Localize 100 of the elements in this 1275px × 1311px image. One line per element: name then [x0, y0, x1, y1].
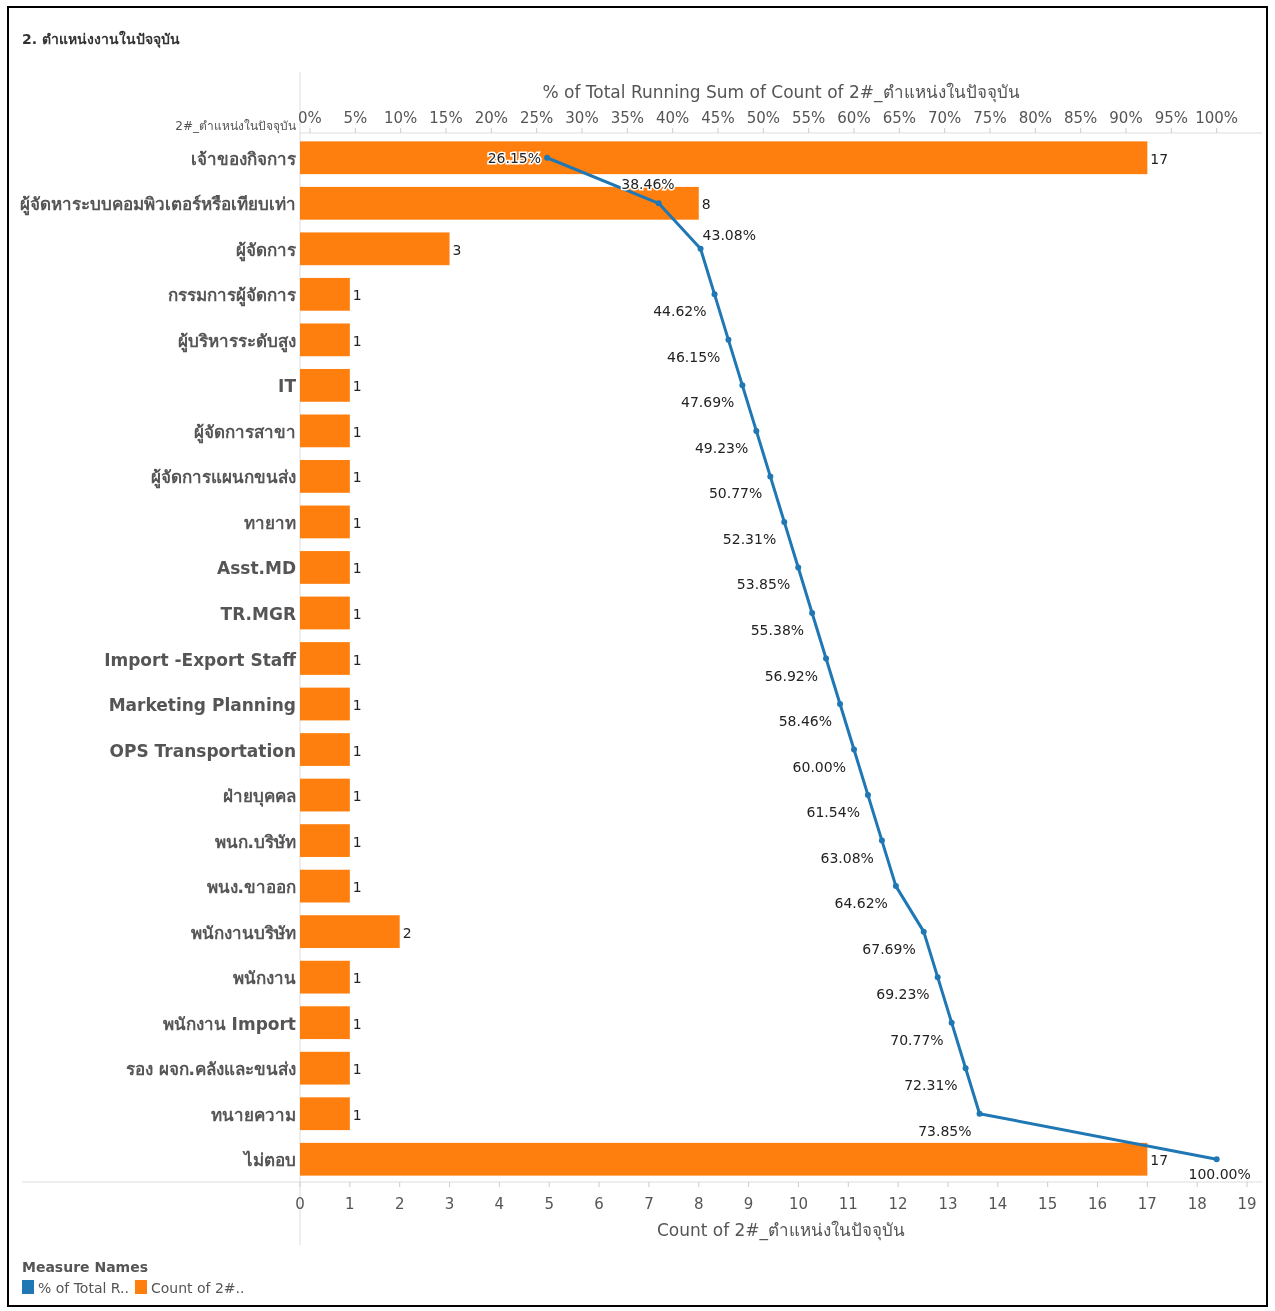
data-label: 69.23% [876, 986, 930, 1003]
point [711, 291, 718, 298]
bar [300, 141, 1148, 175]
y-axis-title: 2#_ตำแหน่งในปัจจุบัน [175, 119, 296, 134]
data-label: 17 [1150, 150, 1169, 167]
y-tick-label: ทนายความ [211, 1104, 296, 1125]
x2-tick-label: 0% [298, 109, 322, 127]
y-tick-label: กรรมการผู้จัดการ [168, 285, 297, 308]
data-label: 61.54% [806, 804, 860, 821]
y-tick-label: พนักงาน [233, 968, 296, 989]
x-tick-label: 10 [788, 1195, 808, 1213]
x-axis-title: Count of 2#_ตำแหน่งในปัจจุบัน [656, 1220, 906, 1241]
point [1213, 1156, 1220, 1163]
data-label: 1 [352, 1106, 362, 1123]
data-label: 26.15% [487, 149, 542, 166]
point [920, 928, 927, 935]
y-tick-label: ไม่ตอบ [242, 1150, 296, 1171]
data-label: 2 [402, 924, 412, 941]
data-label: 8 [701, 196, 711, 213]
y-tick-label: Asst.MD [216, 558, 296, 579]
bar [300, 642, 350, 675]
bar [300, 505, 350, 539]
data-label: 44.62% [653, 303, 707, 320]
x-tick-label: 15 [1038, 1195, 1058, 1213]
x-tick-label: 7 [644, 1195, 654, 1213]
data-label: 67.69% [862, 940, 916, 957]
x2-tick-label: 95% [1154, 109, 1188, 127]
x-tick-label: 12 [888, 1195, 908, 1213]
x2-tick-label: 55% [791, 109, 826, 127]
y-tick-label: พนักงานบริษัท [191, 922, 296, 943]
x2-tick-label: 40% [655, 109, 690, 127]
x-tick-label: 4 [494, 1195, 505, 1213]
legend-label: % of Total R.. [38, 1280, 129, 1296]
point [934, 974, 941, 981]
data-label: 1 [352, 788, 362, 805]
x2-tick-label: 45% [701, 109, 735, 127]
data-label: 1 [352, 287, 362, 304]
x2-tick-label: 30% [565, 109, 599, 127]
point [544, 154, 551, 161]
data-label: 1 [352, 423, 362, 440]
y-tick-label: พนก.บริษัท [214, 831, 296, 852]
text: 2. ตำแหน่งงานในปัจจุบัน [22, 30, 180, 48]
point [781, 518, 788, 525]
x-tick-label: 5 [544, 1195, 554, 1213]
data-label: 1 [352, 469, 362, 486]
data-label: 47.69% [680, 394, 735, 411]
bar [300, 1142, 1148, 1176]
y-tick-label: ผู้จัดการสาขา [194, 421, 296, 444]
bar [300, 869, 350, 903]
data-label: 1 [352, 833, 362, 850]
y-tick-label: OPS Transportation [109, 740, 296, 761]
x-tick-label: 9 [743, 1195, 754, 1213]
data-label: 1 [352, 879, 362, 896]
bar [300, 733, 350, 766]
data-label: 63.08% [820, 849, 874, 866]
data-label: 49.23% [694, 439, 749, 456]
bar [300, 551, 350, 584]
x2-tick-label: 60% [837, 109, 871, 127]
data-label: 1 [352, 332, 362, 349]
bar [300, 596, 350, 630]
bar [300, 1051, 350, 1085]
x2-tick-label: 90% [1109, 109, 1143, 127]
legend-label: Count of 2#.. [150, 1280, 245, 1296]
y-tick-label: Marketing Planning [108, 695, 296, 716]
data-label: 60.00% [792, 758, 846, 775]
x2-tick-label: 70% [927, 109, 962, 127]
y-tick-label: ผู้จัดหาระบบคอมพิวเตอร์หรือเทียบเท่า [20, 194, 296, 217]
data-label: 1 [352, 1015, 362, 1032]
y-tick-label: ผู้จัดการ [236, 239, 297, 262]
x2-axis-title: % of Total Running Sum of Count of 2#_ตำแหน่งในปัจจุบัน [542, 82, 1020, 103]
data-label: 1 [352, 970, 362, 987]
bar [300, 915, 400, 949]
x2-tick-label: 85% [1063, 109, 1098, 127]
y-tick-label: ผู้บริหารระดับสูง [178, 330, 296, 353]
bar [300, 778, 350, 812]
point [795, 564, 802, 571]
bar [300, 460, 350, 493]
bar [300, 414, 350, 448]
x-tick-label: 17 [1137, 1195, 1157, 1213]
data-label: 3 [452, 241, 462, 258]
x2-tick-label: 80% [1018, 109, 1052, 127]
bar [300, 277, 350, 311]
x-tick-label: 16 [1087, 1195, 1108, 1213]
bar [300, 824, 350, 857]
x2-tick-label: 10% [383, 109, 418, 127]
point [725, 336, 732, 343]
x2-tick-label: 100% [1195, 109, 1239, 127]
x2-tick-label: 75% [973, 109, 1007, 127]
bar [300, 323, 350, 357]
x2-tick-label: 15% [429, 109, 463, 127]
y-tick-label: TR.MGR [220, 603, 296, 624]
point [850, 746, 857, 753]
point [837, 701, 844, 708]
point [655, 200, 662, 207]
bar [300, 368, 350, 402]
point [739, 382, 746, 389]
y-tick-label: พนักงาน Import [162, 1013, 296, 1034]
x-tick-label: 8 [693, 1195, 704, 1213]
point [948, 1019, 955, 1026]
bar [300, 1097, 350, 1131]
